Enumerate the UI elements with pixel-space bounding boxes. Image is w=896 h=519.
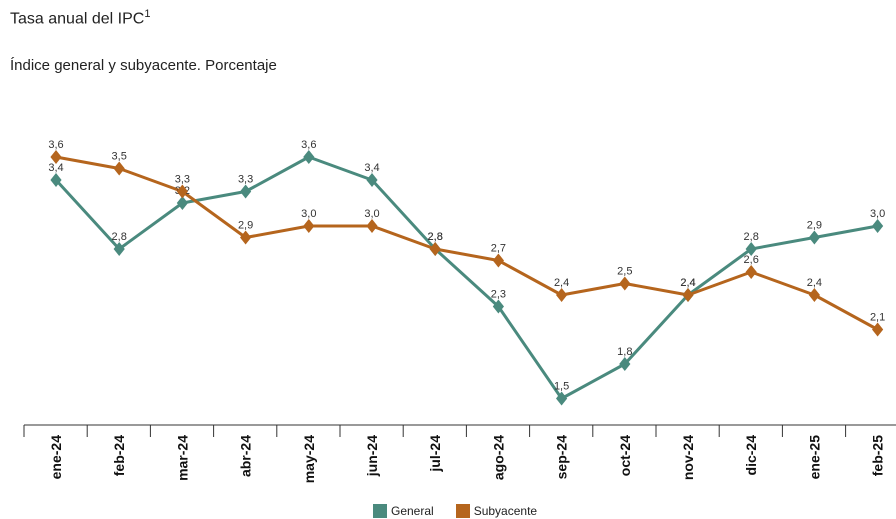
legend-label-general: General [391,504,434,518]
data-label-subyacente: 2,7 [491,243,506,255]
x-tick-label: dic-24 [743,435,759,476]
data-point-subyacente [240,230,252,245]
legend-item-subyacente: Subyacente [455,504,538,518]
x-tick-label: sep-24 [554,435,570,480]
data-point-subyacente [50,150,62,164]
data-label-subyacente: 3,3 [175,174,190,186]
data-label-general: 2,9 [807,220,822,232]
chart-title: Tasa anual del IPC1 [10,8,150,28]
data-point-general [240,184,252,199]
data-point-subyacente [808,288,820,302]
data-point-subyacente [303,219,315,233]
data-point-general [113,242,125,256]
data-label-general: 2,8 [428,231,443,243]
data-label-general: 3,4 [48,162,63,174]
data-point-general [176,196,188,210]
x-tick-label: ago-24 [490,435,506,480]
data-point-general [619,357,631,371]
data-label-subyacente: 2,4 [554,277,569,289]
data-label-general: 3,3 [238,174,253,186]
data-label-general: 2,8 [112,231,127,243]
chart-title-text: Tasa anual del IPC [10,10,145,28]
data-label-subyacente: 2,4 [807,277,822,289]
data-point-general [366,173,378,187]
x-tick-label: jul-24 [427,435,443,473]
data-point-general [303,150,315,164]
data-label-subyacente: 3,6 [48,139,63,151]
x-tick-label: may-24 [301,435,317,483]
legend-swatch-subyacente [455,504,470,518]
legend-swatch-general [373,504,387,518]
data-point-subyacente [176,184,188,199]
data-label-general: 1,8 [617,346,632,358]
data-point-subyacente [745,265,757,279]
data-label-subyacente: 2,5 [617,266,632,278]
series-line-subyacente [55,155,879,331]
data-label-subyacente: 3,0 [364,208,379,220]
x-tick-label: nov-24 [680,435,696,480]
data-label-general: 1,5 [554,381,569,393]
x-tick-label: feb-24 [111,435,127,476]
data-point-subyacente [492,253,504,268]
x-tick-label: oct-24 [617,435,633,476]
series-line-general [54,155,878,400]
x-tick-label: ene-24 [48,435,64,480]
x-tick-label: jun-24 [364,435,380,477]
chart-subtitle: Índice general y subyacente. Porcentaje [10,57,277,74]
data-label-subyacente: 2,4 [680,277,695,289]
x-tick-label: feb-25 [870,435,886,476]
data-point-subyacente [872,322,884,337]
data-point-general [872,219,884,233]
data-point-subyacente [429,242,441,256]
data-label-subyacente: 2,8 [428,231,443,243]
data-point-general [50,173,62,187]
data-point-general [745,242,757,256]
title-footnote-marker: 1 [144,8,151,20]
x-tick-label: abr-24 [238,435,254,477]
data-point-subyacente [682,288,694,302]
data-point-general [808,230,820,245]
data-label-general: 3,4 [364,162,379,174]
data-label-general: 3,6 [301,139,316,151]
legend-item-general: General [373,504,434,518]
chart-legend: General Subyacente [373,504,559,518]
data-label-general: 2,3 [491,289,506,301]
data-label-subyacente: 2,6 [744,254,759,266]
data-label-subyacente: 3,0 [301,208,316,220]
data-point-subyacente [556,288,568,302]
x-tick-label: ene-25 [806,435,822,480]
data-point-subyacente [113,161,125,176]
legend-label-subyacente: Subyacente [473,504,538,518]
data-point-subyacente [619,276,631,291]
data-label-general: 3,0 [870,208,885,220]
data-point-subyacente [366,219,378,233]
data-point-general [492,299,504,314]
data-point-general [556,391,568,406]
data-label-subyacente: 3,5 [112,151,127,163]
x-tick-label: mar-24 [174,435,190,481]
data-label-subyacente: 2,9 [238,220,253,232]
data-label-general: 2,8 [744,231,759,243]
data-label-subyacente: 2,1 [870,312,885,324]
data-label-general: 2,4 [680,277,695,289]
